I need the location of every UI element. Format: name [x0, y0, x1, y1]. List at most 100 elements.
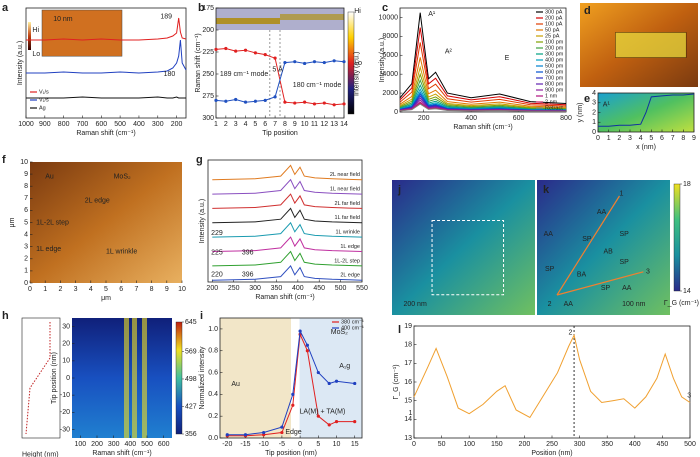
annotation: 3 [646, 269, 650, 276]
series-line [26, 17, 187, 41]
y-tick-label: 4 [24, 231, 28, 238]
annotation: AA [564, 301, 574, 308]
x-tick-label: 200 [418, 115, 430, 122]
y-axis-label: Tip position (nm) [51, 352, 58, 404]
legend-label: 1L far field [335, 215, 360, 221]
panel-label: h [2, 310, 9, 322]
x-tick-label: 4 [639, 135, 643, 142]
annotation: 100 nm [622, 301, 646, 308]
plot-frame [207, 159, 363, 283]
colorbar-label: 18 [683, 181, 691, 188]
series-line [399, 27, 567, 106]
colorbar-label: 356 [185, 431, 197, 438]
peak-stripe [142, 318, 147, 438]
x-tick-label: 9 [293, 121, 297, 128]
point [214, 47, 218, 51]
y-tick-label: -30 [60, 426, 70, 433]
legend-label: 500 pm [545, 63, 564, 69]
series-line [399, 42, 567, 107]
plot-frame [25, 7, 187, 119]
x-tick-label: 0 [412, 441, 416, 448]
y-tick-label: 3 [592, 100, 596, 107]
x-tick-label: 4 [244, 121, 248, 128]
colorbar [175, 321, 183, 435]
inset-image [41, 9, 123, 57]
image [30, 162, 182, 283]
point [225, 433, 229, 437]
colorbar-title: Γ_G (cm⁻¹) [664, 300, 699, 307]
annotation: 200 nm [403, 301, 427, 308]
x-tick-label: 300 [249, 285, 261, 292]
x-tick-label: 2 [617, 135, 621, 142]
x-axis-label: Raman shift (cm⁻¹) [92, 450, 151, 457]
x-tick-label: 2 [224, 121, 228, 128]
au-region [220, 318, 291, 438]
annotation: SP [545, 266, 555, 273]
plot-frame [399, 7, 567, 113]
legend-label: 900 pm [545, 87, 564, 93]
point [214, 98, 218, 102]
legend-label: 400 cm⁻¹ [341, 325, 364, 331]
legend-label: 1L near field [330, 187, 360, 193]
y-axis-label: Raman shift (cm⁻¹) [195, 33, 202, 92]
series-line [399, 12, 567, 104]
x-tick-label: 400 [124, 441, 136, 448]
series-line [598, 93, 695, 127]
x-tick-label: 500 [684, 441, 696, 448]
annotation: BA [577, 271, 587, 278]
legend-label: 100 pA [545, 21, 563, 27]
series-line [26, 39, 187, 74]
y-tick-label: 0 [394, 109, 398, 116]
annotation: 3 [687, 392, 691, 399]
point [342, 102, 346, 106]
y-tick-label: 0.8 [208, 348, 218, 355]
panel-label: c [382, 2, 388, 14]
annotation: 2 [569, 330, 573, 337]
y-tick-label: 175 [202, 5, 214, 12]
legend-label: V₁/s [39, 97, 49, 103]
point [332, 103, 336, 107]
annotation: 1L edge [36, 246, 61, 253]
legend-label: 2 nm [545, 99, 558, 105]
inset-colorbar [28, 22, 31, 50]
annotation: AA [544, 231, 554, 238]
point [312, 102, 317, 106]
annotation: 2L edge [85, 198, 110, 205]
annotation: 180 [164, 71, 176, 78]
y-tick-label: 300 [202, 115, 214, 122]
y-tick-label: 16 [404, 379, 412, 386]
point [322, 101, 326, 105]
y-tick-label: 200 [202, 27, 214, 34]
point [327, 423, 331, 427]
y-tick-label: 5 [24, 219, 28, 226]
y-tick-label: 17 [404, 360, 412, 367]
x-tick-label: 50 [438, 441, 446, 448]
panel-label: k [543, 184, 550, 196]
x-tick-label: 10 [301, 121, 309, 128]
y-tick-label: 13 [404, 435, 412, 442]
x-tick-label: 1 [43, 286, 47, 293]
inset-box [615, 32, 687, 58]
x-tick-label: 100 [74, 441, 86, 448]
annotation: 220 [211, 272, 223, 279]
panel-label: j [397, 184, 401, 196]
point [243, 433, 248, 437]
y-tick-label: 9 [24, 171, 28, 178]
y-tick-label: 20 [62, 341, 70, 348]
y-axis-label: μm [9, 217, 16, 227]
annotation: 1L-2L step [36, 219, 69, 226]
annotation: Lo [354, 60, 362, 67]
x-tick-label: 250 [228, 285, 240, 292]
y-tick-label: 2 [592, 109, 596, 116]
x-tick-label: 4 [89, 286, 93, 293]
x-tick-label: 600 [158, 441, 170, 448]
point [291, 403, 295, 407]
x-tick-label: 7 [671, 135, 675, 142]
series-line [399, 83, 567, 111]
series-line [399, 65, 567, 109]
legend-label: 50 pA [545, 27, 560, 33]
y-tick-label: 6000 [382, 52, 398, 59]
annotation: Au [231, 381, 240, 388]
panel-label: b [198, 2, 205, 14]
legend-label: 2L near field [330, 172, 360, 178]
